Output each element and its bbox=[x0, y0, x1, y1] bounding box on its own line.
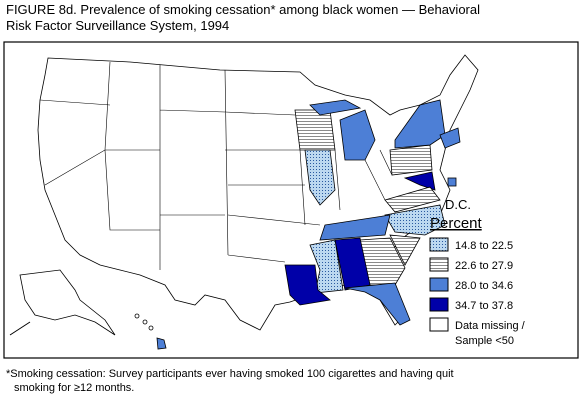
island bbox=[142, 319, 148, 325]
legend-swatch bbox=[429, 317, 449, 332]
state bbox=[284, 264, 331, 306]
state bbox=[319, 214, 391, 241]
legend-label: Sample <50 bbox=[455, 335, 514, 347]
state bbox=[384, 204, 446, 236]
map bbox=[9, 54, 479, 350]
alaska-islands bbox=[9, 321, 31, 336]
legend-swatch bbox=[429, 237, 449, 252]
state-borders bbox=[39, 61, 393, 270]
legend: 14.8 to 22.5 22.6 to 27.9 28.0 to 34.6 34.7… bbox=[429, 237, 526, 347]
dc-box bbox=[447, 177, 457, 187]
state bbox=[384, 186, 441, 213]
legend-label: 34.7 to 37.8 bbox=[455, 300, 513, 312]
state bbox=[294, 109, 336, 151]
island bbox=[148, 325, 154, 331]
state bbox=[334, 237, 371, 291]
state bbox=[389, 234, 421, 266]
alaska bbox=[19, 269, 116, 336]
island bbox=[134, 313, 140, 319]
legend-swatch bbox=[429, 277, 449, 292]
state bbox=[344, 282, 411, 326]
state bbox=[403, 171, 436, 191]
title-line: FIGURE 8d. Prevalence of smoking cessati… bbox=[6, 2, 480, 17]
state bbox=[339, 109, 376, 161]
state bbox=[389, 144, 433, 176]
hawaii bbox=[134, 313, 167, 350]
state bbox=[439, 127, 461, 149]
legend-swatch bbox=[429, 297, 449, 312]
frame bbox=[3, 41, 579, 359]
state bbox=[309, 239, 344, 294]
legend-label: Data missing / bbox=[455, 320, 526, 332]
state bbox=[304, 149, 336, 206]
footnote: *Smoking cessation: Survey participants … bbox=[6, 368, 454, 380]
title-line: Risk Factor Surveillance System, 1994 bbox=[6, 18, 229, 33]
dc-label: D.C. bbox=[445, 197, 471, 212]
legend-title: Percent bbox=[430, 215, 483, 232]
legend-label: 22.6 to 27.9 bbox=[455, 260, 513, 272]
legend-swatch bbox=[429, 257, 449, 272]
legend-label: 14.8 to 22.5 bbox=[455, 240, 513, 252]
footnote: smoking for ≥12 months. bbox=[14, 382, 134, 394]
legend-label: 28.0 to 34.6 bbox=[455, 280, 513, 292]
state bbox=[156, 337, 167, 350]
state bbox=[309, 99, 362, 116]
